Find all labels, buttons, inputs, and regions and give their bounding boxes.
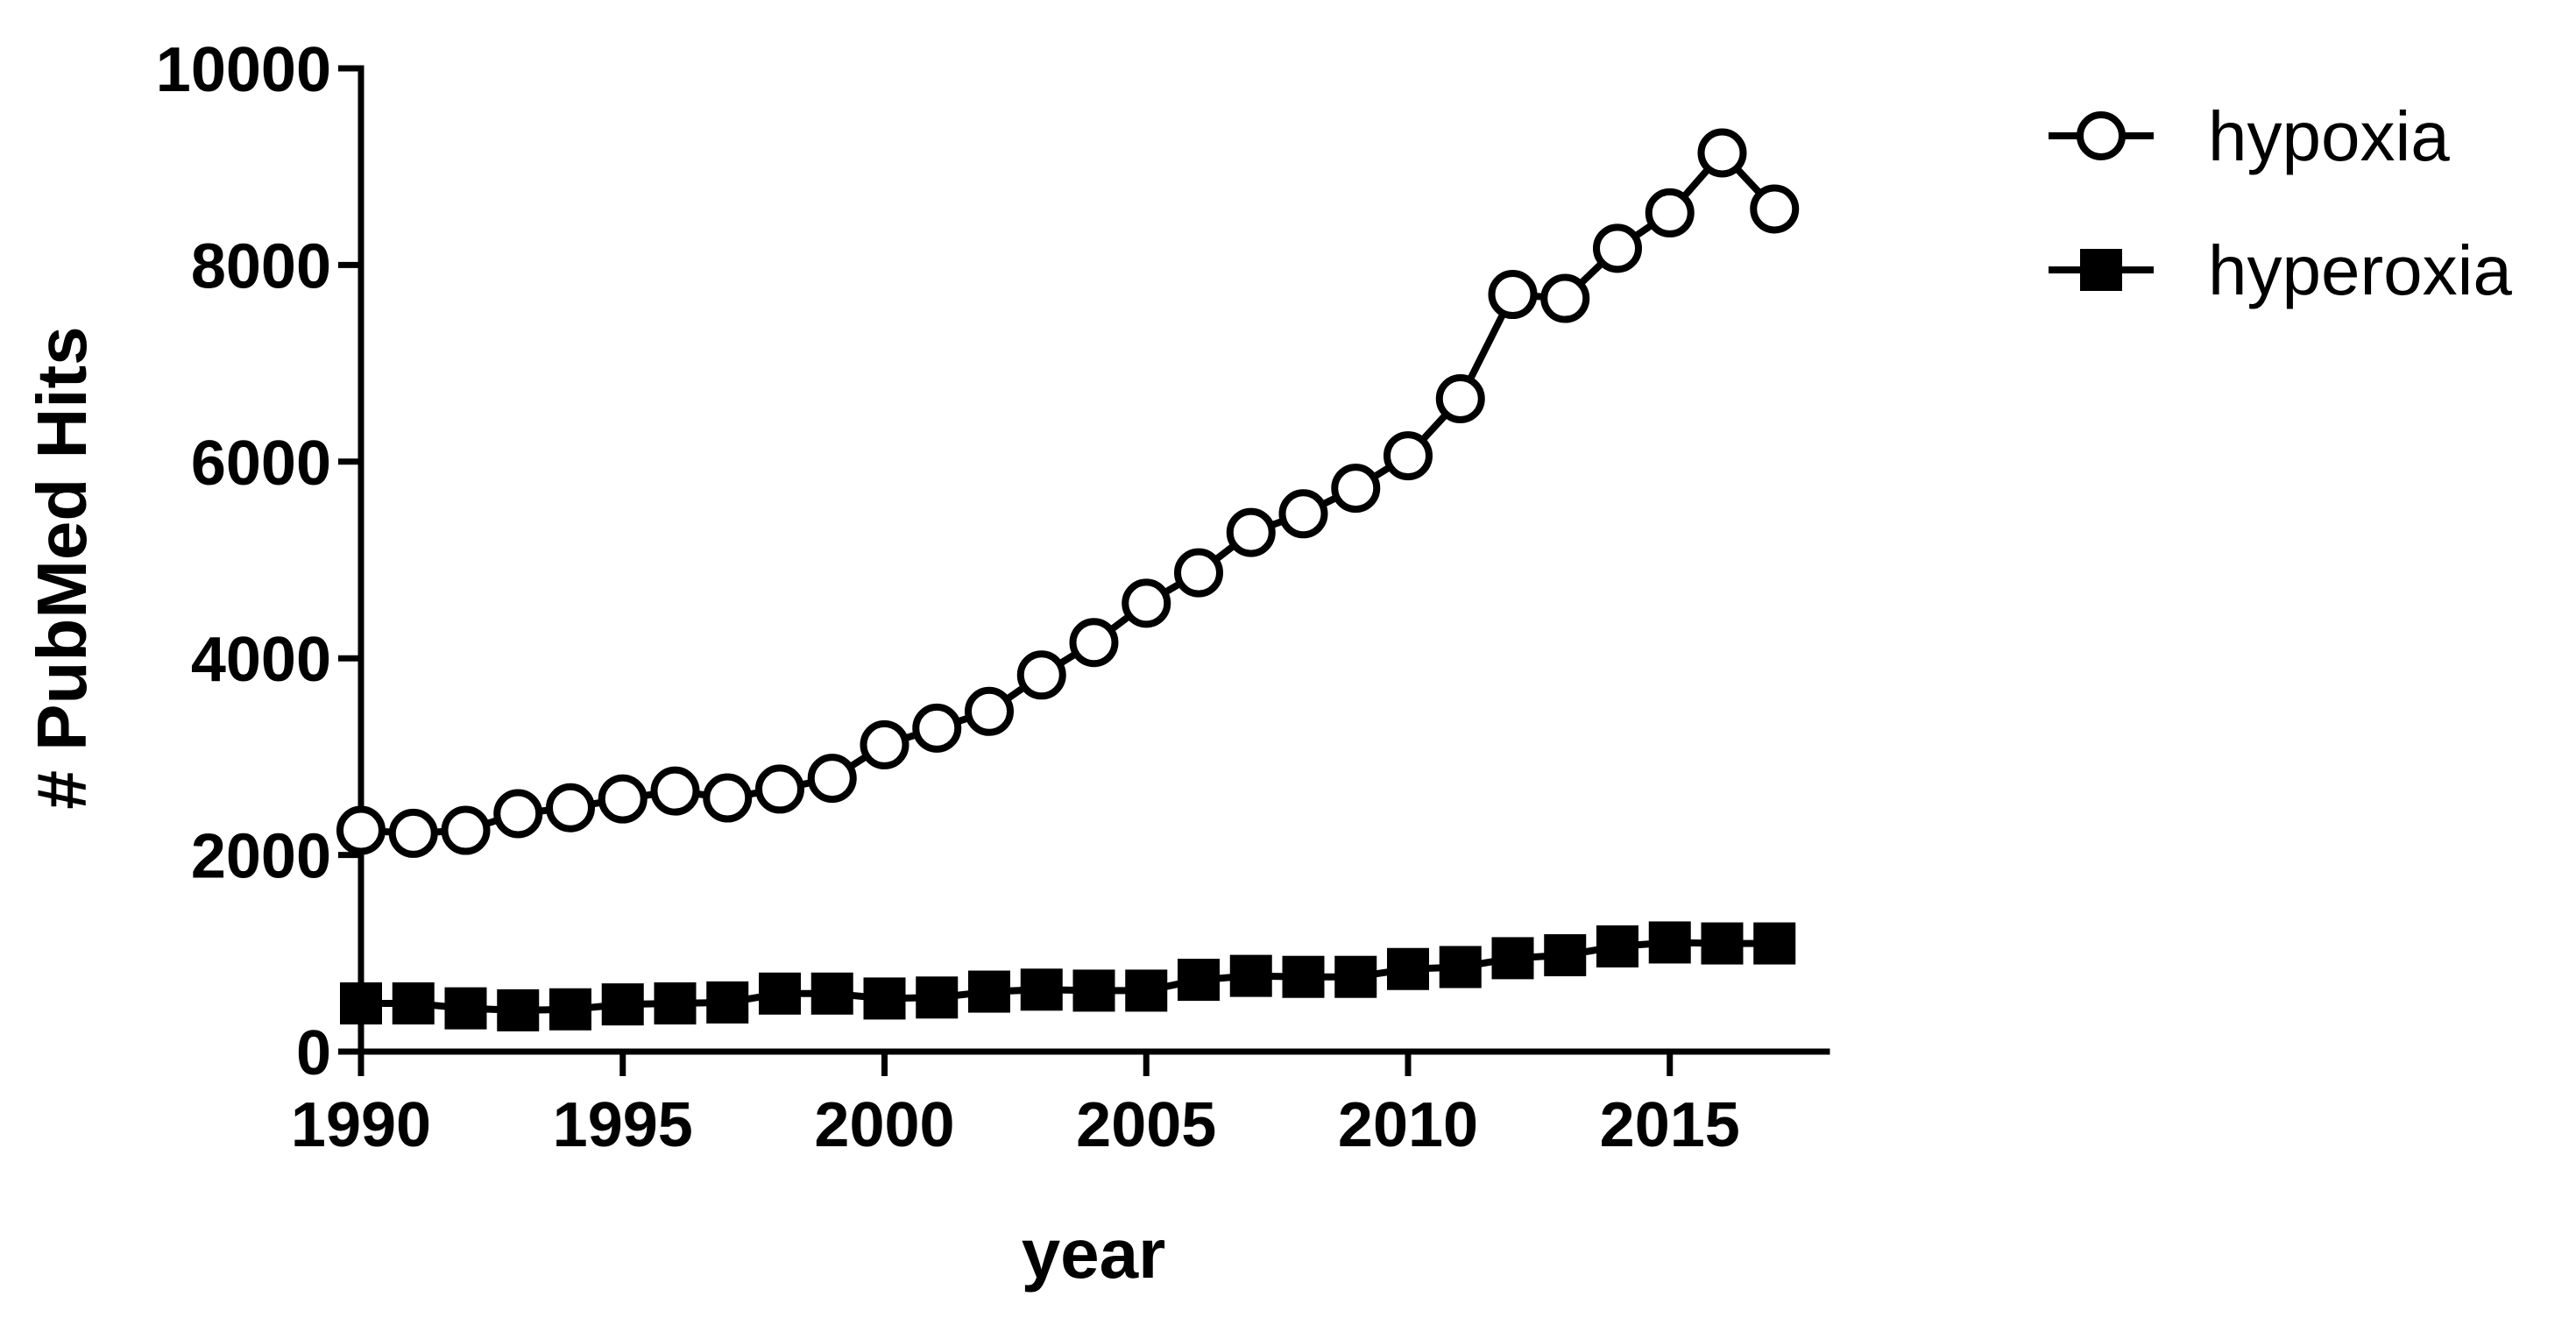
y-tick-label: 2000 <box>191 822 331 892</box>
data-point-hypoxia <box>1069 618 1119 668</box>
series-line-hyperoxia <box>361 939 1775 1014</box>
data-point-hypoxia <box>1645 188 1695 237</box>
data-point-hyperoxia <box>1648 921 1691 964</box>
data-point-hyperoxia <box>1439 946 1482 988</box>
x-tick-label: 1990 <box>291 1090 431 1160</box>
data-point-hypoxia <box>441 805 491 855</box>
data-point-hypoxia <box>1540 273 1590 323</box>
x-tick-label: 1995 <box>553 1090 693 1160</box>
data-point-hyperoxia <box>916 976 959 1019</box>
data-point-hyperoxia <box>340 982 382 1025</box>
data-point-hyperoxia <box>706 981 749 1024</box>
data-point-hyperoxia <box>1334 955 1377 998</box>
data-point-hypoxia <box>1226 507 1276 557</box>
data-point-hypoxia <box>965 686 1014 736</box>
legend-label-hyperoxia: hyperoxia <box>2208 231 2512 309</box>
data-point-hyperoxia <box>1282 955 1325 998</box>
data-point-hypoxia <box>912 703 962 753</box>
data-point-hyperoxia <box>1178 959 1220 1002</box>
data-point-hypoxia <box>807 754 857 804</box>
data-point-hypoxia <box>1384 431 1433 481</box>
legend-item-hypoxia: hypoxia <box>2049 97 2450 175</box>
axes <box>357 65 1830 1055</box>
data-point-hyperoxia <box>392 982 435 1025</box>
data-point-hypoxia <box>598 774 648 824</box>
data-point-hypoxia <box>546 783 595 833</box>
data-point-hyperoxia <box>1491 937 1534 980</box>
series-hypoxia <box>336 128 1800 858</box>
data-point-hyperoxia <box>1544 934 1587 977</box>
data-point-hyperoxia <box>1387 947 1429 990</box>
data-point-hypoxia <box>755 764 804 814</box>
y-axis-title: # PubMed Hits <box>23 326 101 809</box>
data-point-hypoxia <box>860 719 909 769</box>
y-tick-label: 4000 <box>191 625 331 695</box>
x-tick-label: 2000 <box>814 1090 954 1160</box>
data-point-hyperoxia <box>810 972 853 1015</box>
plot-area <box>336 128 1800 1031</box>
data-point-hyperoxia <box>759 972 801 1015</box>
data-point-hypoxia <box>1331 464 1381 514</box>
y-tick-label: 0 <box>296 1018 331 1088</box>
x-tick-label: 2015 <box>1600 1090 1740 1160</box>
data-point-hyperoxia <box>549 988 591 1031</box>
x-tick-label: 2010 <box>1338 1090 1478 1160</box>
data-point-hypoxia <box>1488 270 1538 320</box>
data-point-hyperoxia <box>1072 969 1115 1012</box>
data-point-hyperoxia <box>1020 968 1063 1011</box>
tick-labels: 0 2000 4000 6000 8000 10000 1990 1995 2000 2005 20… <box>156 35 1740 1160</box>
series-line-hypoxia <box>360 149 1778 837</box>
data-point-hyperoxia <box>1229 954 1272 997</box>
data-point-hypoxia <box>1016 650 1066 700</box>
data-point-hyperoxia <box>863 977 906 1020</box>
data-point-hyperoxia <box>968 970 1010 1013</box>
y-tick-label: 10000 <box>156 35 331 105</box>
y-tick-label: 6000 <box>191 429 331 499</box>
legend-label-hypoxia: hypoxia <box>2208 97 2450 175</box>
data-point-hyperoxia <box>1596 925 1638 967</box>
data-point-hypoxia <box>1122 578 1171 628</box>
data-point-hypoxia <box>1593 223 1642 273</box>
y-tick-label: 8000 <box>191 231 331 301</box>
series-hyperoxia <box>340 921 1796 1031</box>
data-point-hypoxia <box>336 805 386 855</box>
legend-item-hyperoxia: hyperoxia <box>2049 231 2512 309</box>
data-point-hyperoxia <box>601 983 644 1026</box>
data-point-hypoxia <box>1278 489 1328 539</box>
data-point-hypoxia <box>1435 373 1485 423</box>
data-point-hyperoxia <box>1125 969 1168 1012</box>
x-axis-title: year <box>1022 1215 1166 1293</box>
data-point-hypoxia <box>1174 548 1223 598</box>
legend-marker-hyperoxia <box>2080 249 2122 291</box>
data-point-hyperoxia <box>444 987 487 1030</box>
data-point-hyperoxia <box>497 988 540 1031</box>
data-point-hypoxia <box>388 808 438 858</box>
data-point-hypoxia <box>493 789 543 839</box>
data-point-hypoxia <box>650 766 700 816</box>
data-point-hyperoxia <box>1753 922 1796 965</box>
data-point-hypoxia <box>1750 184 1800 234</box>
axis-ticks <box>338 65 1674 1076</box>
legend: hypoxia hyperoxia <box>2049 97 2512 309</box>
data-point-hyperoxia <box>654 982 697 1025</box>
data-point-hypoxia <box>703 773 753 823</box>
data-point-hyperoxia <box>1701 922 1744 965</box>
legend-marker-hypoxia <box>2077 111 2126 160</box>
x-tick-label: 2005 <box>1076 1090 1216 1160</box>
data-point-hypoxia <box>1697 128 1747 178</box>
